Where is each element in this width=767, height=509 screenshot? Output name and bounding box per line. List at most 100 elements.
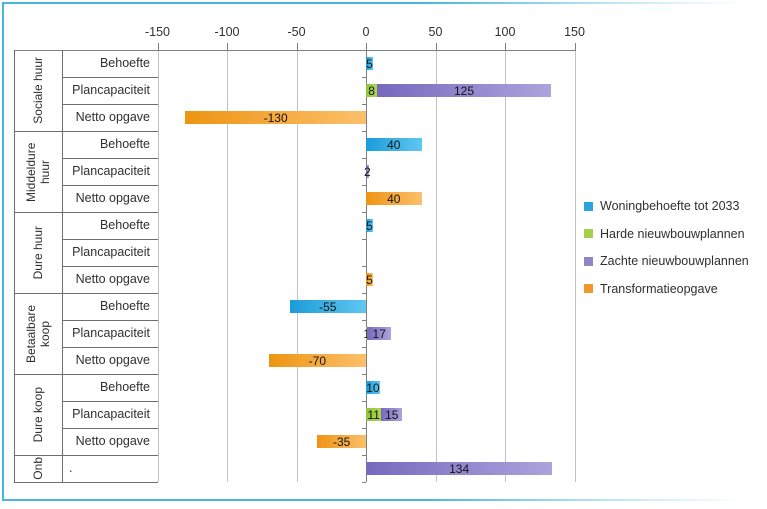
x-axis-tick — [436, 43, 437, 50]
category-group-label: Betaalbare koop — [15, 293, 62, 374]
row-separator-line — [62, 266, 158, 267]
bar-data-label: 125 — [453, 83, 474, 98]
category-axis-tick — [362, 482, 366, 483]
category-row-label: Netto opgave — [75, 191, 150, 205]
category-axis-tick — [362, 455, 366, 456]
legend-swatch — [584, 229, 593, 238]
group-separator-line — [14, 212, 158, 213]
bar-data-label: -70 — [308, 353, 327, 368]
category-axis-tick — [362, 401, 366, 402]
bar-data-label: -35 — [333, 434, 351, 449]
category-axis-tick — [362, 266, 366, 267]
bar-data-label: 8 — [368, 83, 375, 98]
bar-data-label: 15 — [385, 407, 399, 422]
category-row-label: Plancapaciteit — [72, 164, 150, 178]
bar-segment — [366, 57, 373, 70]
category-axis-tick — [362, 347, 366, 348]
gridline — [505, 50, 506, 482]
x-axis-tick-label: 150 — [564, 25, 585, 39]
x-axis-tick — [297, 43, 298, 50]
row-separator-line — [62, 428, 158, 429]
category-row-label: Netto opgave — [75, 434, 150, 448]
category-axis-tick — [362, 158, 366, 159]
row-separator-line — [62, 320, 158, 321]
legend-swatch — [584, 284, 593, 293]
bar-segment — [366, 192, 422, 205]
gridline — [436, 50, 437, 482]
category-group-label: Middeldure huur — [15, 131, 62, 212]
category-axis-tick — [362, 131, 366, 132]
x-axis-line — [14, 50, 576, 51]
x-axis-tick-label: -150 — [144, 25, 171, 39]
bar-segment — [366, 327, 368, 340]
row-separator-line — [62, 239, 158, 240]
gridline — [158, 50, 159, 482]
row-separator-line — [62, 401, 158, 402]
x-axis-tick — [575, 43, 576, 50]
bar-segment — [367, 327, 391, 340]
category-axis-tick — [362, 104, 366, 105]
category-row-label: Netto opgave — [75, 272, 150, 286]
category-group-label: Onb — [15, 455, 62, 482]
bar-data-label: -55 — [319, 299, 337, 314]
x-axis-tick — [366, 43, 367, 50]
category-axis-tick — [362, 374, 366, 375]
bar-segment — [366, 381, 380, 394]
bar-data-label: 40 — [387, 191, 401, 206]
legend-item: Harde nieuwbouwplannen — [584, 226, 745, 242]
x-axis-tick — [227, 43, 228, 50]
bar-segment — [366, 165, 369, 178]
category-axis-tick — [362, 428, 366, 429]
category-group-label-text: Middeldure huur — [23, 141, 52, 202]
bar-data-label: 10 — [366, 380, 380, 395]
category-group-label-text: Dure koop — [30, 386, 45, 443]
bar-data-label: 5 — [366, 272, 373, 287]
legend-item: Zachte nieuwbouwplannen — [584, 253, 749, 269]
category-row-label: Plancapaciteit — [72, 245, 150, 259]
category-row-label: Netto opgave — [75, 353, 150, 367]
table-left-border — [14, 50, 15, 482]
row-separator-line — [62, 347, 158, 348]
legend-item-label: Transformatieopgave — [600, 281, 718, 296]
bar-data-label: 1 — [363, 327, 370, 341]
bar-segment — [185, 111, 366, 124]
chart-border-bottom — [2, 499, 767, 501]
bar-segment — [366, 273, 373, 286]
category-row-label: Behoefte — [99, 380, 150, 394]
bar-segment — [366, 138, 422, 151]
chart-border-top — [2, 2, 767, 4]
x-axis-tick — [158, 43, 159, 50]
gridline — [297, 50, 298, 482]
bar-segment — [366, 462, 553, 475]
gridline — [575, 50, 576, 482]
category-axis-tick — [362, 50, 366, 51]
group-separator-line — [14, 482, 158, 483]
bar-segment — [268, 354, 366, 367]
legend-swatch — [584, 256, 593, 266]
bar-segment — [377, 84, 551, 97]
category-group-label: Dure huur — [15, 212, 62, 293]
legend-swatch — [584, 201, 593, 211]
category-row-label: Netto opgave — [75, 110, 150, 124]
legend-item-label: Zachte nieuwbouwplannen — [600, 254, 749, 268]
category-axis-tick — [362, 293, 366, 294]
bar-data-label: 11 — [367, 407, 380, 422]
bar-segment — [289, 300, 366, 313]
group-separator-line — [14, 455, 158, 456]
bar-data-label: 17 — [372, 326, 386, 341]
bar-segment — [381, 408, 403, 421]
bar-data-label: 40 — [387, 137, 401, 152]
category-group-label-text: Sociale huur — [30, 57, 45, 124]
category-row-label: . — [69, 461, 73, 475]
category-row-label: Behoefte — [99, 137, 150, 151]
gridline — [227, 50, 228, 482]
category-row-label: Behoefte — [99, 299, 150, 313]
chart-border-left — [2, 2, 4, 501]
bar-segment — [366, 84, 378, 97]
category-row-label: Plancapaciteit — [72, 83, 150, 97]
bar-segment — [317, 435, 366, 448]
bar-data-label: 134 — [449, 461, 470, 476]
category-group-label-text: Dure huur — [30, 225, 45, 280]
row-separator-line — [62, 77, 158, 78]
